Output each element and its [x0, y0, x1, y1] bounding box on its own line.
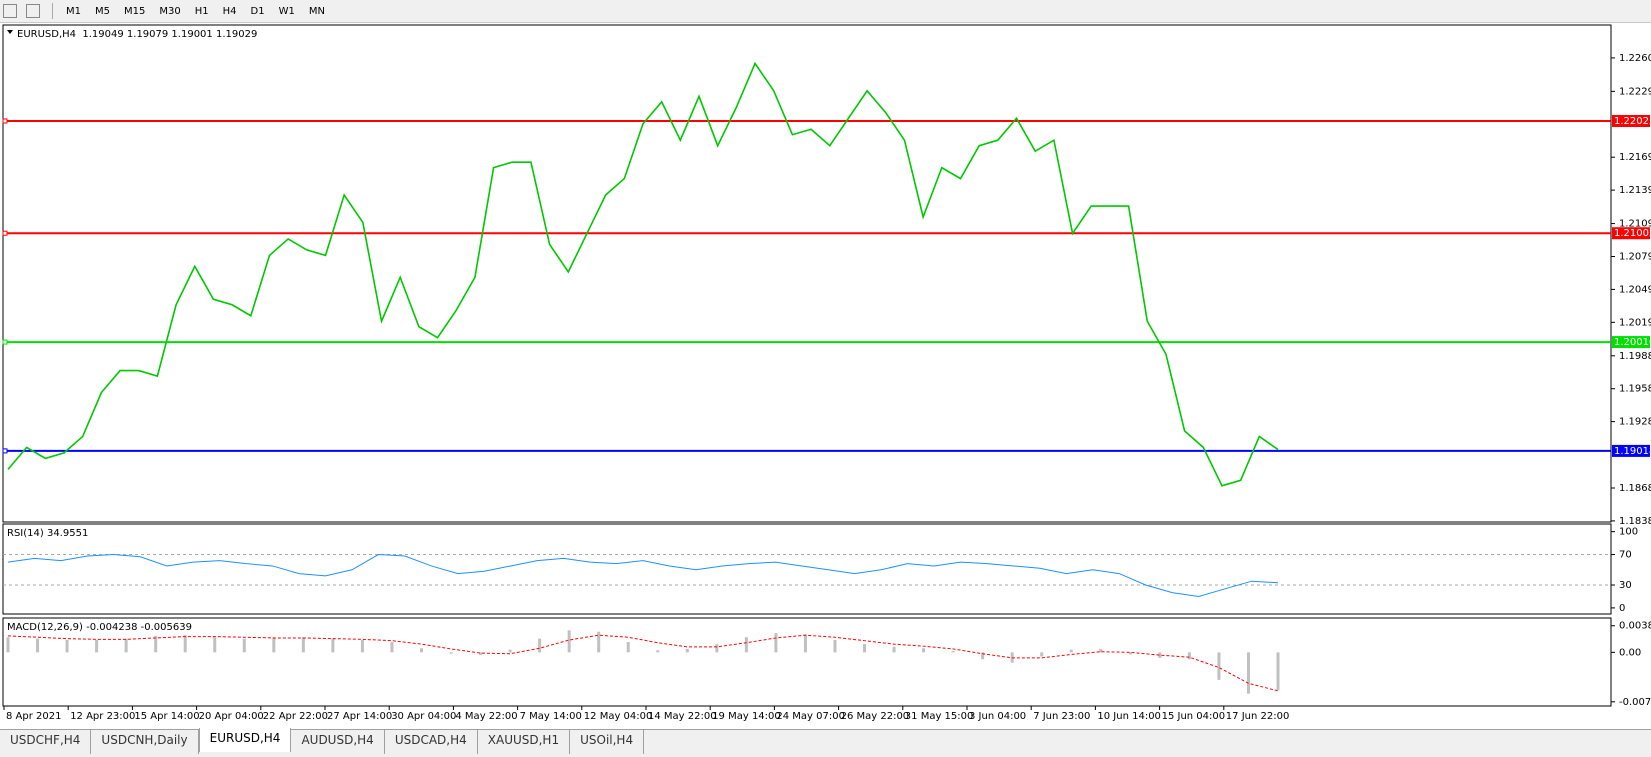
x-tick-label: 14 May 22:00: [648, 711, 717, 722]
y-tick-label: 30: [1619, 580, 1632, 591]
x-tick-label: 26 May 22:00: [841, 711, 910, 722]
x-tick-label: 27 Apr 14:00: [327, 711, 392, 722]
macd-panel: [2, 617, 1612, 707]
symbol-tab[interactable]: EURUSD,H4: [198, 728, 292, 752]
timeframe-button[interactable]: MN: [308, 5, 325, 17]
level-label-box: [1612, 227, 1650, 240]
y-tick-label: 1.20790: [1619, 251, 1651, 262]
level-handle: [2, 339, 8, 345]
y-tick-label: 1.22295: [1619, 86, 1651, 97]
x-tick-label: 17 Jun 22:00: [1226, 711, 1290, 722]
y-tick-label: 1.20190: [1619, 317, 1651, 328]
y-tick-label: 1.21090: [1619, 219, 1651, 230]
y-tick-label: 1.22600: [1619, 53, 1651, 64]
timeframe-button[interactable]: D1: [250, 5, 265, 17]
rsi-line: [7, 554, 1279, 597]
timeframe-button[interactable]: H1: [194, 5, 209, 17]
y-tick-label: 0.00: [1619, 647, 1641, 658]
timeframe-button[interactable]: M30: [159, 5, 181, 17]
level-label-box: [1612, 444, 1650, 457]
level-label: 1.22025: [1614, 116, 1651, 127]
x-tick-label: 3 Jun 04:00: [969, 711, 1026, 722]
symbol-tab[interactable]: USDCNH,Daily: [91, 730, 199, 754]
panel-title: RSI(14) 34.9551: [7, 528, 88, 539]
x-tick-label: 12 May 04:00: [584, 711, 653, 722]
symbol-tab[interactable]: USDCAD,H4: [385, 730, 478, 754]
symbol-menu-arrow[interactable]: [7, 30, 13, 34]
y-tick-label: 1.21395: [1619, 185, 1651, 196]
level-handle: [2, 118, 8, 124]
y-tick-label: 1.18680: [1619, 483, 1651, 494]
level-handle: [2, 448, 8, 454]
timeframe-button[interactable]: M1: [66, 5, 81, 17]
x-tick-label: 10 Jun 14:00: [1097, 711, 1161, 722]
x-tick-label: 24 May 07:00: [776, 711, 845, 722]
level-label-box: [1612, 336, 1650, 349]
x-tick-label: 19 May 14:00: [712, 711, 781, 722]
macd-signal-line: [7, 634, 1279, 692]
y-tick-label: 1.19285: [1619, 417, 1651, 428]
x-tick-label: 31 May 15:00: [905, 711, 974, 722]
price-line: [7, 61, 1279, 487]
level-label: 1.21002: [1614, 228, 1651, 239]
x-tick-label: 20 Apr 04:00: [199, 711, 264, 722]
y-tick-label: 1.18380: [1619, 516, 1651, 527]
x-tick-label: 22 Apr 22:00: [263, 711, 328, 722]
timeframe-button[interactable]: M15: [124, 5, 146, 17]
level-label-box: [1612, 114, 1650, 127]
y-tick-label: 70: [1619, 550, 1632, 561]
tool-icon[interactable]: [3, 4, 17, 18]
x-tick-label: 7 Jun 23:00: [1033, 711, 1090, 722]
y-tick-label: -0.00719: [1619, 697, 1651, 708]
symbol-tab[interactable]: XAUUSD,H1: [478, 730, 571, 754]
timeframe-button[interactable]: M5: [95, 5, 110, 17]
symbol-tab[interactable]: USOil,H4: [570, 730, 645, 754]
panel-title: MACD(12,26,9) -0.004238 -0.005639: [7, 622, 192, 633]
y-tick-label: 1.19585: [1619, 384, 1651, 395]
y-tick-label: 1.19885: [1619, 351, 1651, 362]
y-tick-label: 1.20490: [1619, 284, 1651, 295]
panel-title: EURUSD,H4 1.19049 1.19079 1.19001 1.1902…: [17, 29, 257, 40]
tab-bar: USDCHF,H4 USDCNH,Daily EURUSD,H4 AUDUSD,H4 U…: [0, 728, 1651, 757]
symbol-tab[interactable]: USDCHF,H4: [0, 730, 92, 754]
timeframe-button[interactable]: H4: [222, 5, 237, 17]
level-label: 1.19018: [1614, 446, 1651, 457]
tool-icon[interactable]: [26, 4, 40, 18]
x-tick-label: 15 Jun 04:00: [1162, 711, 1226, 722]
x-tick-label: 15 Apr 14:00: [134, 711, 199, 722]
chart-background: [0, 23, 1651, 729]
y-tick-label: 100: [1619, 527, 1638, 538]
level-label: 1.20010: [1614, 337, 1651, 348]
chart: EURUSD,H4 1.19049 1.19079 1.19001 1.1902…: [0, 23, 1651, 729]
x-tick-label: 8 Apr 2021: [6, 711, 61, 722]
x-tick-label: 4 May 22:00: [455, 711, 517, 722]
x-tick-label: 7 May 14:00: [520, 711, 582, 722]
timeframe-button[interactable]: W1: [278, 5, 295, 17]
x-tick-label: 30 Apr 04:00: [391, 711, 456, 722]
y-tick-label: 0: [1619, 603, 1625, 614]
toolbar: M1 M5 M15 M30 H1 H4 D1 W1 MN: [0, 0, 1651, 23]
rsi-panel: [2, 523, 1612, 615]
separator: [52, 3, 53, 19]
price-panel: [2, 24, 1612, 523]
y-tick-label: 0.003873: [1619, 621, 1651, 632]
y-tick-label: 1.21695: [1619, 152, 1651, 163]
level-handle: [2, 230, 8, 236]
symbol-tab[interactable]: AUDUSD,H4: [291, 730, 385, 754]
x-tick-label: 12 Apr 23:00: [70, 711, 135, 722]
